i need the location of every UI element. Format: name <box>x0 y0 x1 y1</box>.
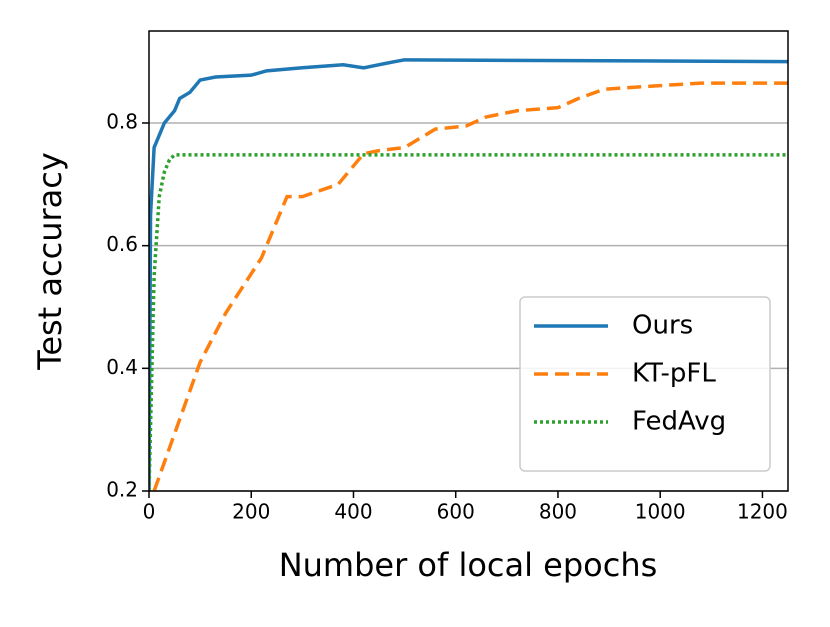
x-tick-label: 600 <box>437 500 475 524</box>
x-axis-label: Number of local epochs <box>279 546 658 584</box>
y-axis-label: Test accuracy <box>31 152 69 371</box>
y-tick-label: 0.8 <box>106 110 138 134</box>
legend-box <box>519 296 771 472</box>
line <box>149 153 788 491</box>
x-tick-label: 1000 <box>635 500 686 524</box>
line <box>149 58 788 491</box>
x-tick-label: 800 <box>539 500 577 524</box>
plot-area <box>149 58 788 491</box>
y-tick-label: 0.2 <box>106 478 138 502</box>
y-tick-label: 0.6 <box>106 232 138 256</box>
x-tick-label: 1200 <box>737 500 788 524</box>
x-tick-label: 200 <box>232 500 270 524</box>
plot-frame <box>148 30 789 492</box>
x-tick-label: 400 <box>334 500 372 524</box>
y-tick-label: 0.4 <box>106 355 138 379</box>
legend-label: Ours <box>632 311 693 341</box>
legend-label: FedAvg <box>632 407 726 437</box>
x-tick-label: 0 <box>143 500 156 524</box>
legend-label: KT-pFL <box>632 359 716 389</box>
